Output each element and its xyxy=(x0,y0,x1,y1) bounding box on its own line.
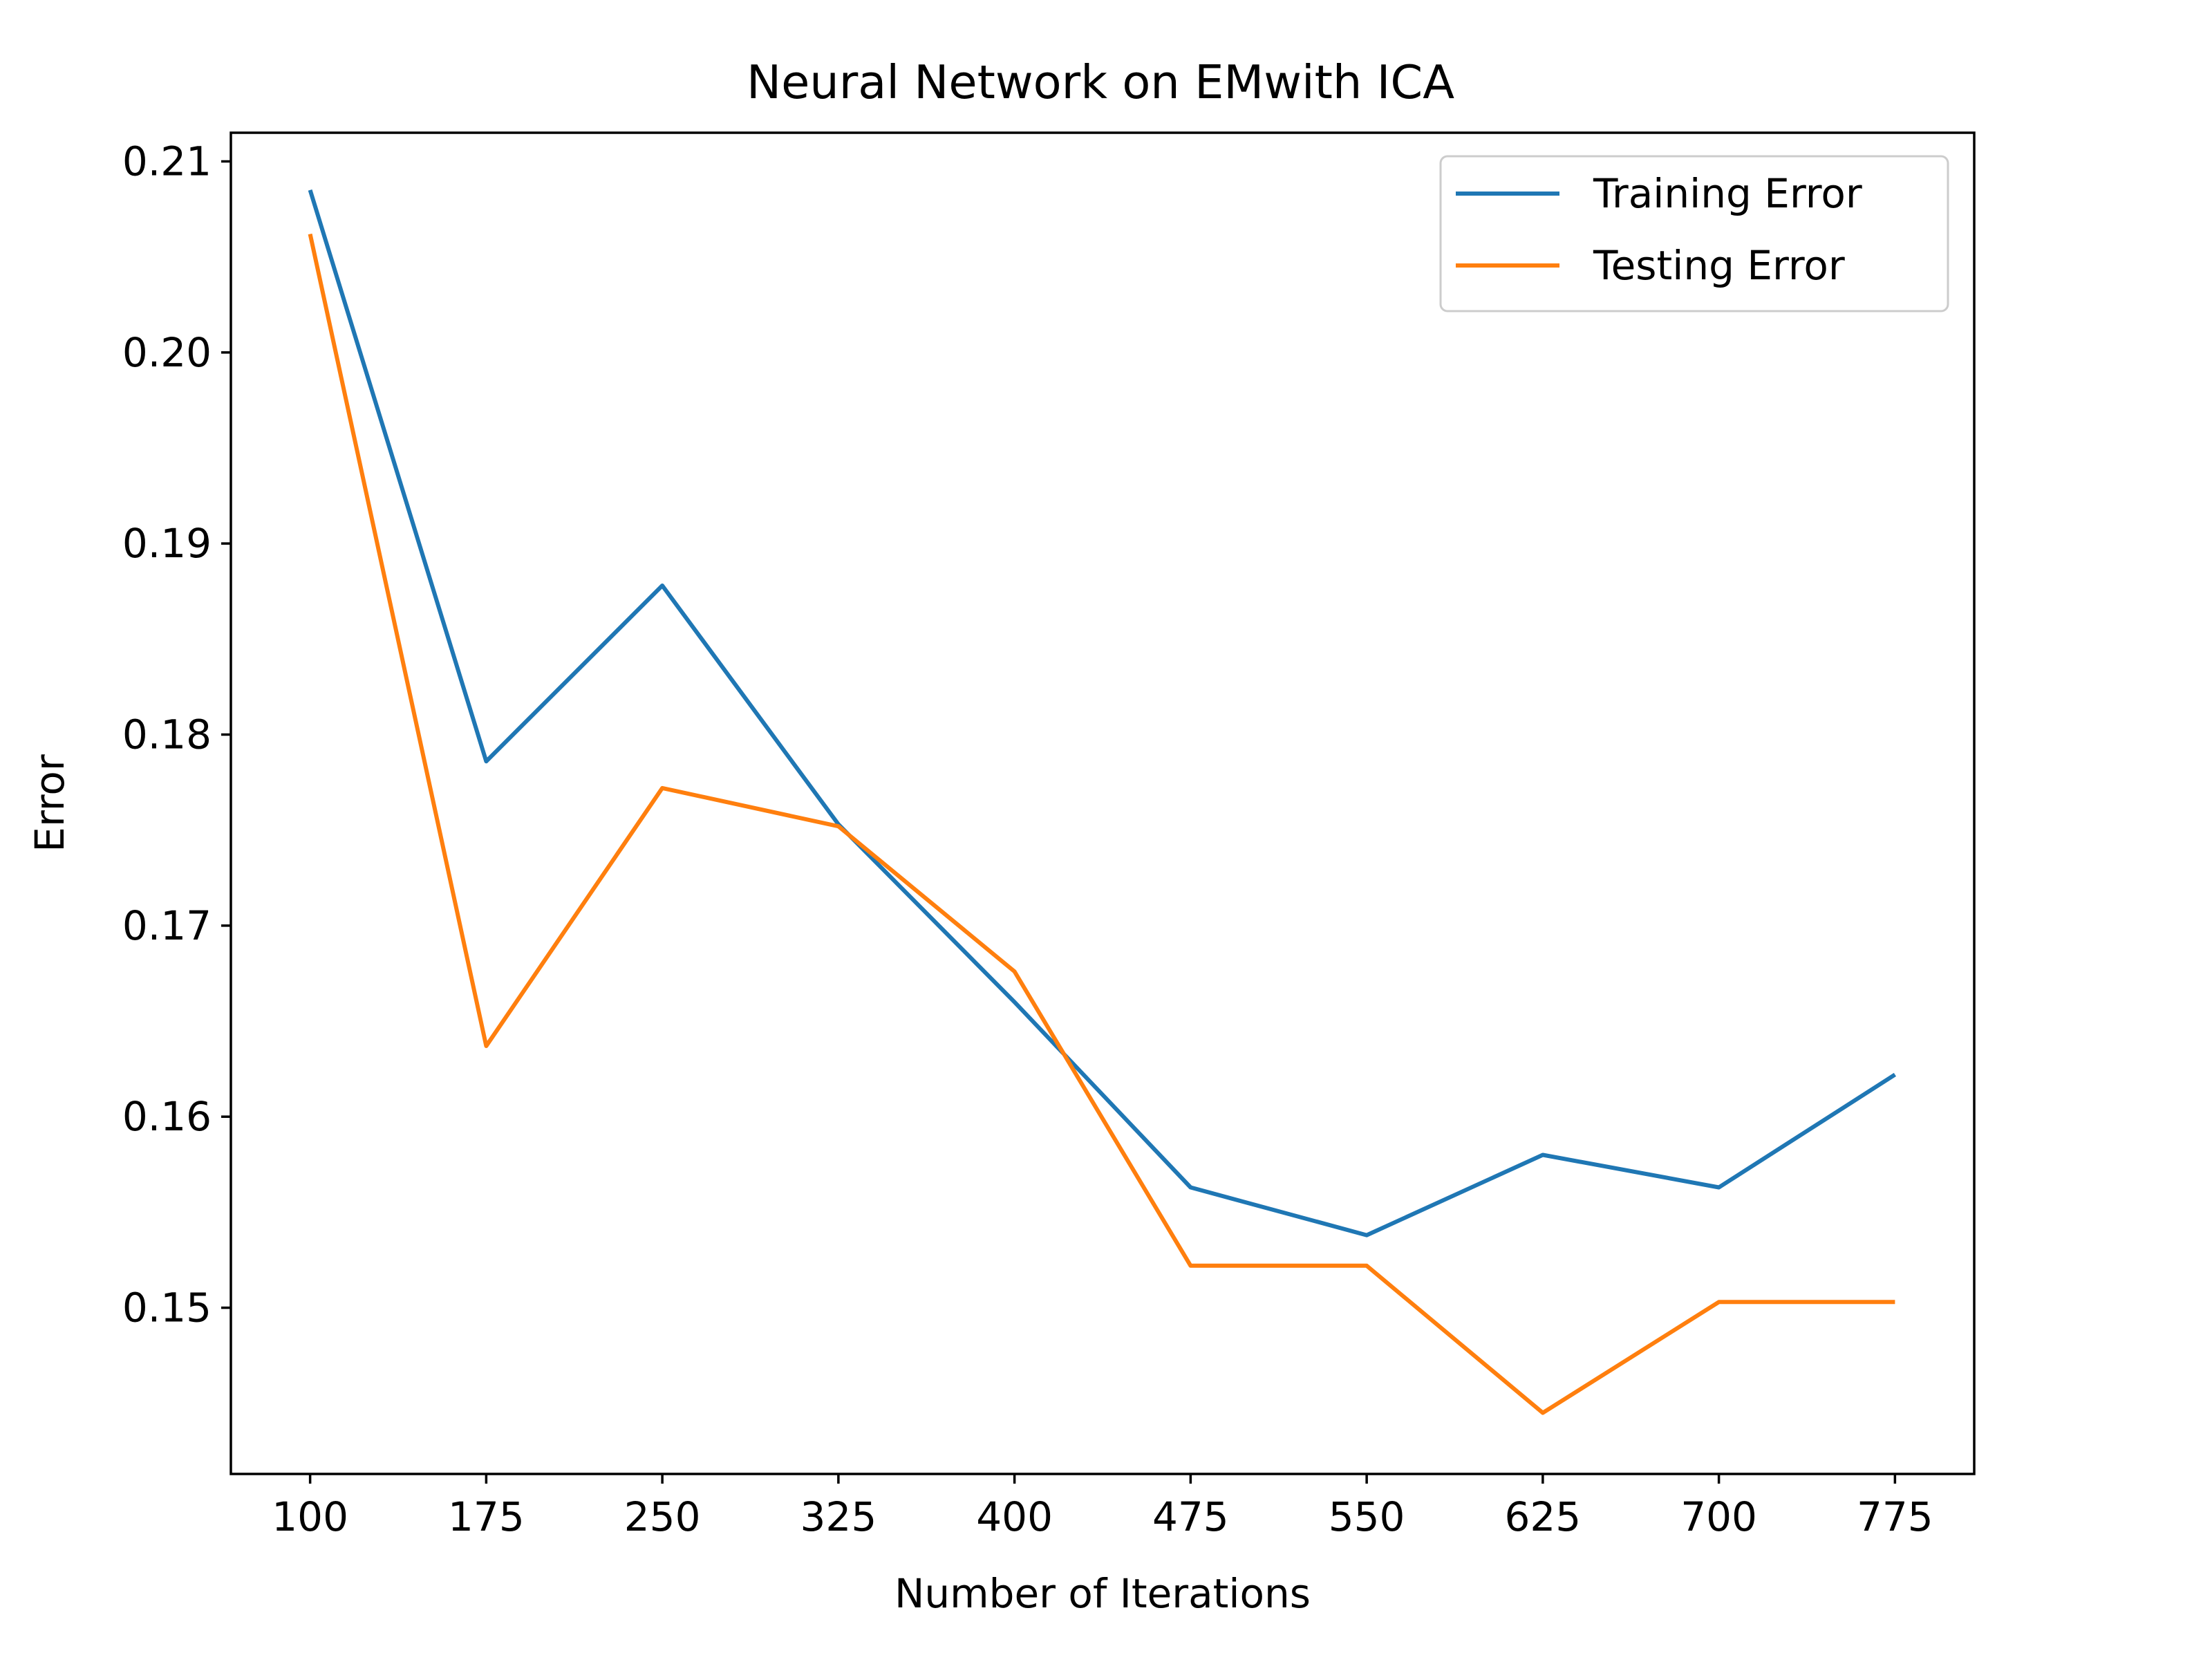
x-tick-label: 400 xyxy=(976,1493,1053,1540)
x-tick-label: 325 xyxy=(800,1493,877,1540)
y-tick-label: 0.18 xyxy=(122,711,212,758)
x-tick-label: 250 xyxy=(624,1493,701,1540)
chart-title: Neural Network on EMwith ICA xyxy=(747,55,1454,109)
legend-label-training-error: Training Error xyxy=(1593,170,1862,217)
y-tick-label: 0.21 xyxy=(122,138,212,185)
x-tick-label: 625 xyxy=(1505,1493,1582,1540)
y-tick-label: 0.19 xyxy=(122,520,212,567)
x-tick-label: 550 xyxy=(1329,1493,1405,1540)
legend: Training Error Testing Error xyxy=(1441,156,1948,311)
x-tick-label: 175 xyxy=(448,1493,525,1540)
y-tick-label: 0.17 xyxy=(122,902,212,949)
x-tick-label: 475 xyxy=(1152,1493,1229,1540)
y-axis-label: Error xyxy=(26,754,73,852)
y-tick-label: 0.15 xyxy=(122,1285,212,1332)
y-tick-label: 0.20 xyxy=(122,329,212,376)
legend-label-testing-error: Testing Error xyxy=(1593,242,1845,289)
x-tick-label: 100 xyxy=(272,1493,348,1540)
x-tick-label: 775 xyxy=(1857,1493,1933,1540)
x-tick-label: 700 xyxy=(1680,1493,1757,1540)
x-axis-label: Number of Iterations xyxy=(894,1570,1311,1617)
y-tick-label: 0.16 xyxy=(122,1093,212,1140)
